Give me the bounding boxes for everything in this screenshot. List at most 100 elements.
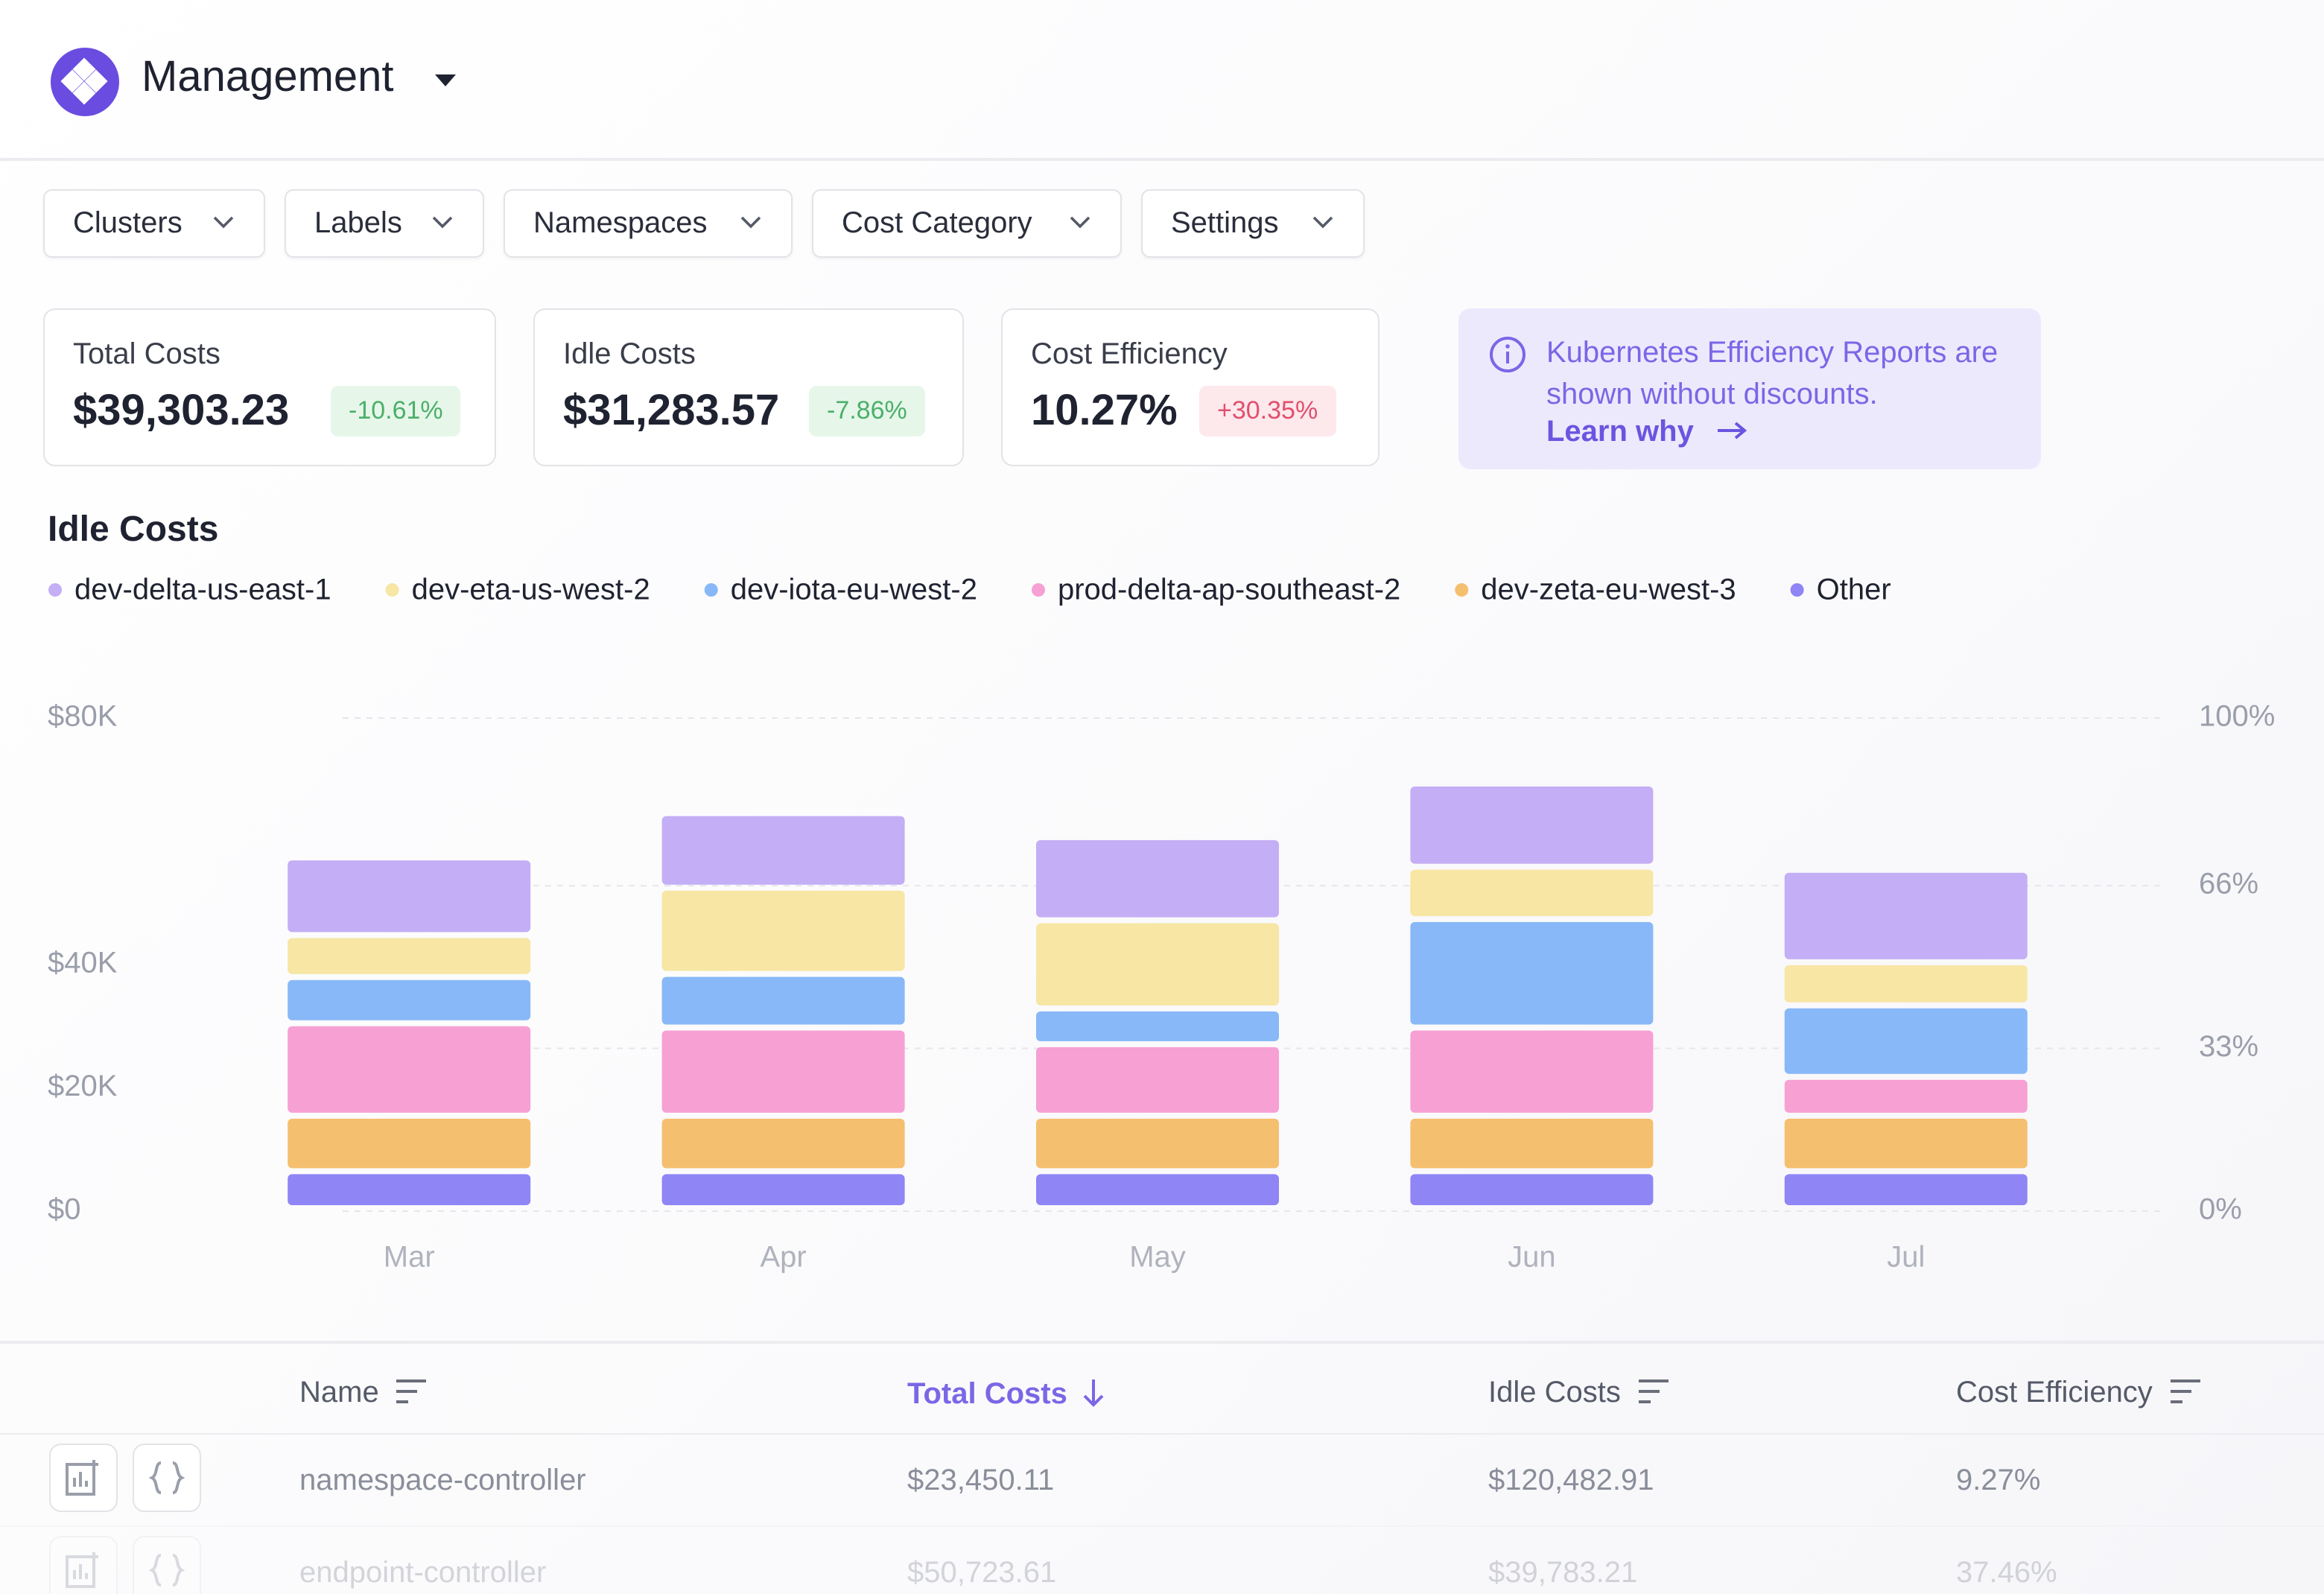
column-header[interactable]: Idle Costs xyxy=(1488,1377,1671,1411)
column-header[interactable]: Name xyxy=(299,1377,430,1411)
bar-segment xyxy=(1784,1174,2028,1205)
dropdown-caret[interactable] xyxy=(432,72,459,89)
info-link[interactable]: Learn why xyxy=(1546,416,1750,450)
filter-button[interactable]: Clusters xyxy=(43,189,265,258)
legend-dot xyxy=(1031,583,1045,597)
legend-dot xyxy=(1455,583,1469,597)
legend-dot xyxy=(1790,583,1804,597)
filter-label[interactable]: Settings xyxy=(1171,207,1279,240)
filter-label[interactable]: Labels xyxy=(314,207,402,240)
legend-dot xyxy=(704,583,718,597)
bar-segment xyxy=(1410,786,1654,864)
y2-tick-label: 33% xyxy=(2199,1030,2258,1063)
legend-dot xyxy=(385,583,399,597)
filter-button[interactable]: Namespaces xyxy=(504,189,793,258)
filter-label[interactable]: Namespaces xyxy=(533,207,708,240)
icon-button[interactable] xyxy=(133,1444,201,1512)
column-label[interactable]: Name xyxy=(299,1377,379,1409)
bar-segment xyxy=(288,1174,531,1205)
bar-segment xyxy=(661,1118,905,1169)
x-tick-label: Jun xyxy=(1508,1241,1556,1274)
chevron xyxy=(213,216,234,229)
bar-segment xyxy=(1036,1011,1279,1041)
legend-label: prod-delta-ap-southeast-2 xyxy=(1058,574,1400,606)
column-label[interactable]: Cost Efficiency xyxy=(1956,1377,2153,1409)
bar-segment xyxy=(661,1174,905,1205)
table-cell: $23,450.11 xyxy=(907,1464,1055,1497)
table-cell: 9.27% xyxy=(1956,1464,2041,1497)
kpi-label: Cost Efficiency xyxy=(1031,338,1228,371)
bar-segment xyxy=(288,938,531,974)
info-icon xyxy=(1490,337,1525,372)
kpi-card: Total Costs $39,303.23 -10.61% xyxy=(43,308,496,466)
chart: dev-delta-us-east-1 dev-eta-us-west-2 dev-… xyxy=(48,574,2275,1274)
logo[interactable] xyxy=(51,48,119,116)
header: Management xyxy=(0,0,2324,161)
table-row[interactable]: namespace-controller $23,450.11 $120,482.9… xyxy=(0,1433,2324,1527)
sort-desc-icon xyxy=(1084,1379,1105,1407)
filter-button[interactable]: Settings xyxy=(1141,189,1365,258)
bar-segment xyxy=(1410,869,1654,916)
legend-dot xyxy=(48,583,62,597)
sort-icon xyxy=(1638,1379,1669,1403)
icon-button[interactable] xyxy=(49,1536,118,1594)
legend-label: dev-zeta-eu-west-3 xyxy=(1481,574,1736,606)
y2-tick-label: 0% xyxy=(2199,1193,2242,1226)
bar-segment xyxy=(661,1030,905,1113)
bar-segment xyxy=(1036,1174,1279,1205)
bar-segment xyxy=(1784,1079,2028,1113)
kpi-card: Idle Costs $31,283.57 -7.86% xyxy=(533,308,964,466)
bar-segment xyxy=(1784,1118,2028,1169)
bar-segment xyxy=(1036,923,1279,1006)
x-tick-label: Apr xyxy=(760,1241,806,1274)
bar-segment xyxy=(288,979,531,1020)
y-tick-label: $40K xyxy=(48,947,118,979)
info-banner: Kubernetes Efficiency Reports are shown … xyxy=(1458,308,2041,469)
link-text[interactable]: Learn why xyxy=(1546,416,1694,448)
y2-tick-label: 66% xyxy=(2199,868,2258,901)
bar-segment xyxy=(1784,965,2028,1003)
chart-title: Idle Costs xyxy=(48,509,219,550)
y-tick-label: $80K xyxy=(48,700,118,733)
filter-label[interactable]: Clusters xyxy=(73,207,182,240)
icon-button[interactable] xyxy=(133,1536,201,1594)
code-icon xyxy=(148,1554,185,1587)
column-label[interactable]: Idle Costs xyxy=(1488,1377,1621,1409)
legend-label: dev-delta-us-east-1 xyxy=(74,574,331,606)
table: Name Total Costs Idle Costs Cost Efficie… xyxy=(0,1341,2324,1594)
chevron xyxy=(1070,216,1090,229)
chart-icon xyxy=(66,1460,98,1496)
legend-label: dev-iota-eu-west-2 xyxy=(731,574,977,606)
table-cell: $39,783.21 xyxy=(1488,1557,1638,1590)
bar-segment xyxy=(1036,1118,1279,1169)
kpi-value: $31,283.57 xyxy=(563,387,780,435)
icon-button[interactable] xyxy=(49,1444,118,1512)
bar-segment xyxy=(1784,872,2028,959)
bar-segment xyxy=(661,816,905,885)
table-cell: $50,723.61 xyxy=(907,1557,1057,1590)
bar-segment xyxy=(1410,1030,1654,1113)
filter-button[interactable]: Labels xyxy=(285,189,484,258)
x-tick-label: Mar xyxy=(384,1241,435,1274)
x-tick-label: Jul xyxy=(1887,1241,1925,1274)
filter-label[interactable]: Cost Category xyxy=(842,207,1032,240)
column-label[interactable]: Total Costs xyxy=(907,1378,1067,1411)
kpi-change: -10.61% xyxy=(331,386,461,436)
bar-segment xyxy=(661,890,905,971)
chevron xyxy=(1312,216,1333,229)
y2-tick-label: 100% xyxy=(2199,700,2275,733)
x-tick-label: May xyxy=(1129,1241,1186,1274)
arrow-icon xyxy=(1718,422,1748,439)
column-header[interactable]: Cost Efficiency xyxy=(1956,1377,2203,1411)
y-tick-label: $0 xyxy=(48,1193,81,1226)
column-header[interactable]: Total Costs xyxy=(907,1377,1109,1412)
filter-button[interactable]: Cost Category xyxy=(812,189,1122,258)
table-cell: endpoint-controller xyxy=(299,1557,547,1590)
bar-segment xyxy=(1410,1118,1654,1169)
table-cell: $120,482.91 xyxy=(1488,1464,1654,1497)
kpi-label: Idle Costs xyxy=(563,338,696,371)
table-row[interactable]: endpoint-controller $50,723.61 $39,783.21 3… xyxy=(0,1525,2324,1594)
bar-segment xyxy=(288,1118,531,1169)
table-cell: namespace-controller xyxy=(299,1464,586,1497)
